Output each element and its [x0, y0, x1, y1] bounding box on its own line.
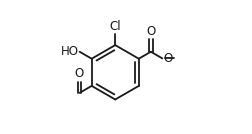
Text: O: O: [146, 25, 155, 38]
Text: Cl: Cl: [109, 20, 120, 33]
Text: O: O: [162, 52, 172, 65]
Text: HO: HO: [60, 45, 78, 58]
Text: O: O: [74, 67, 83, 80]
